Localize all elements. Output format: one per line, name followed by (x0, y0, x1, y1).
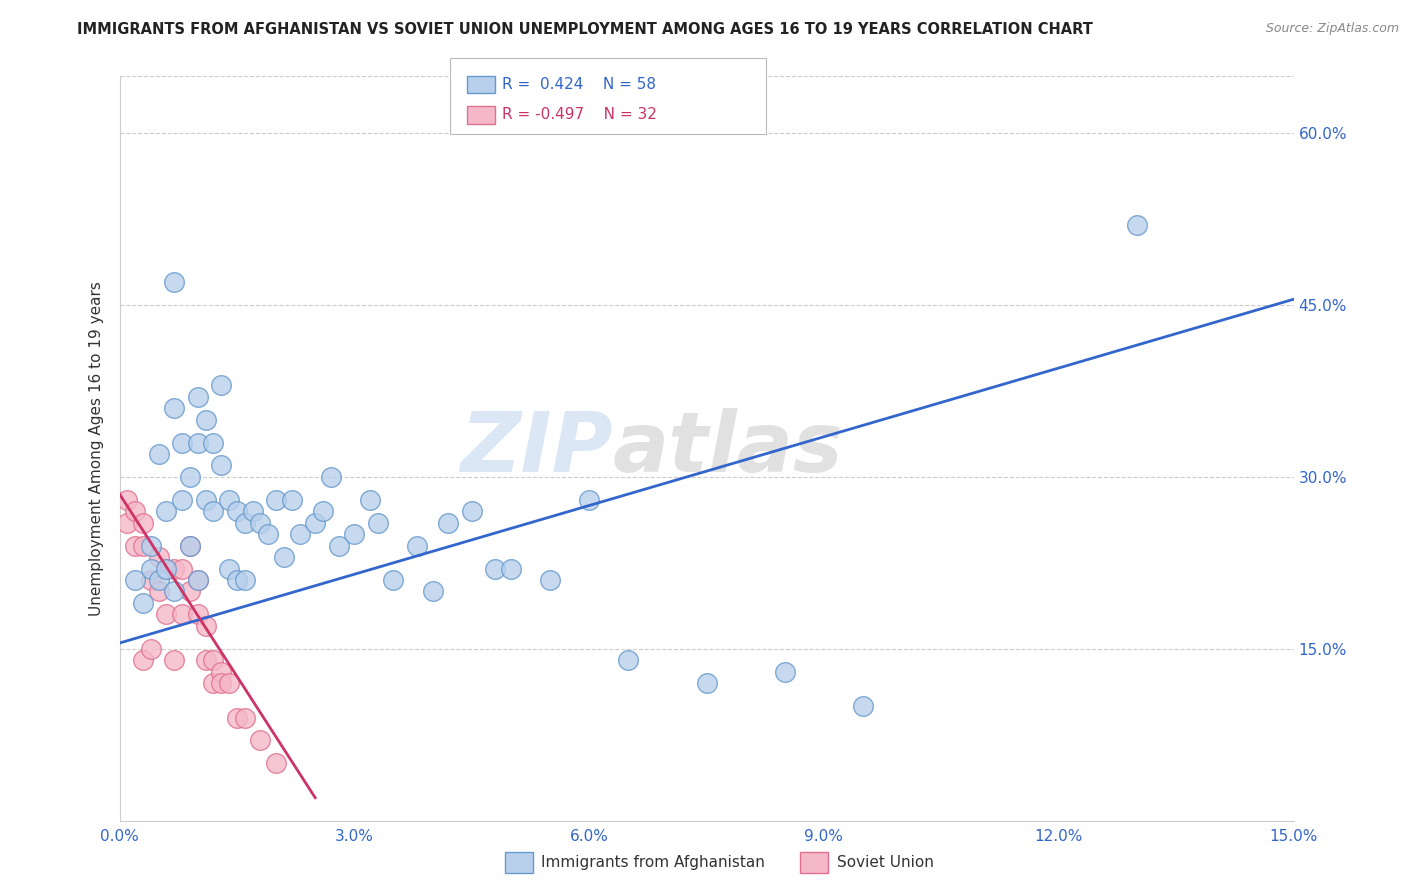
Point (460, 504, 484, 518)
Text: R = -0.497    N = 32: R = -0.497 N = 32 (502, 107, 657, 122)
Point (179, 584, 201, 599)
Point (194, 412, 217, 426)
Point (132, 596, 155, 610)
Point (179, 470, 201, 484)
Point (578, 492, 600, 507)
Point (163, 401, 186, 416)
Point (179, 539, 201, 553)
Point (148, 573, 170, 587)
Point (343, 527, 366, 541)
Point (132, 516, 155, 530)
Y-axis label: Unemployment Among Ages 16 to 19 years: Unemployment Among Ages 16 to 19 years (89, 281, 104, 615)
Point (359, 492, 381, 507)
Point (172, 607, 194, 622)
Point (172, 561, 194, 575)
Point (264, 492, 287, 507)
Point (249, 516, 271, 530)
Text: IMMIGRANTS FROM AFGHANISTAN VS SOVIET UNION UNEMPLOYMENT AMONG AGES 16 TO 19 YEA: IMMIGRANTS FROM AFGHANISTAN VS SOVIET UN… (77, 22, 1094, 37)
Point (179, 539, 201, 553)
Point (117, 516, 139, 530)
Point (132, 653, 155, 667)
Point (696, 676, 718, 690)
Point (139, 561, 162, 575)
Point (382, 573, 405, 587)
Text: R =  0.424    N = 58: R = 0.424 N = 58 (502, 77, 657, 92)
Point (202, 504, 225, 518)
Point (148, 584, 170, 599)
Point (437, 516, 460, 530)
Point (406, 539, 429, 553)
Point (249, 733, 271, 747)
Text: Immigrants from Afghanistan: Immigrants from Afghanistan (541, 855, 765, 870)
Point (194, 492, 217, 507)
Point (172, 492, 194, 507)
Point (155, 561, 177, 575)
Point (225, 710, 249, 724)
Point (209, 676, 232, 690)
Point (155, 561, 177, 575)
Point (209, 378, 232, 392)
Point (139, 573, 162, 587)
Point (218, 492, 240, 507)
Point (194, 653, 217, 667)
Point (319, 470, 342, 484)
Point (148, 550, 170, 565)
Point (132, 539, 155, 553)
Point (209, 665, 232, 679)
Point (280, 492, 302, 507)
Point (422, 584, 444, 599)
Point (209, 458, 232, 473)
Point (202, 653, 225, 667)
Point (124, 504, 146, 518)
Point (187, 390, 209, 404)
Point (304, 516, 326, 530)
Point (155, 607, 177, 622)
Point (1126, 218, 1149, 232)
Point (328, 539, 350, 553)
Point (139, 641, 162, 656)
Point (617, 653, 640, 667)
Point (242, 504, 264, 518)
Point (773, 665, 796, 679)
Point (202, 435, 225, 450)
Point (484, 561, 506, 575)
Point (139, 539, 162, 553)
Point (852, 699, 875, 714)
Point (257, 527, 280, 541)
Point (218, 561, 240, 575)
Point (117, 492, 139, 507)
Point (172, 435, 194, 450)
Point (233, 516, 256, 530)
Point (148, 447, 170, 461)
Point (163, 275, 186, 289)
Point (225, 504, 249, 518)
Point (124, 573, 146, 587)
Point (187, 573, 209, 587)
Point (187, 435, 209, 450)
Point (187, 573, 209, 587)
Point (124, 539, 146, 553)
Text: Soviet Union: Soviet Union (837, 855, 934, 870)
Point (499, 561, 522, 575)
Text: Source: ZipAtlas.com: Source: ZipAtlas.com (1265, 22, 1399, 36)
Point (367, 516, 389, 530)
Point (163, 561, 186, 575)
Text: ZIP: ZIP (460, 408, 613, 489)
Point (218, 676, 240, 690)
Point (155, 504, 177, 518)
Point (225, 573, 249, 587)
Point (202, 676, 225, 690)
Text: atlas: atlas (613, 408, 844, 489)
Point (163, 653, 186, 667)
Point (538, 573, 561, 587)
Point (288, 527, 311, 541)
Point (187, 607, 209, 622)
Point (233, 710, 256, 724)
Point (194, 619, 217, 633)
Point (312, 504, 335, 518)
Point (163, 584, 186, 599)
Point (273, 550, 295, 565)
Point (264, 756, 287, 771)
Point (233, 573, 256, 587)
